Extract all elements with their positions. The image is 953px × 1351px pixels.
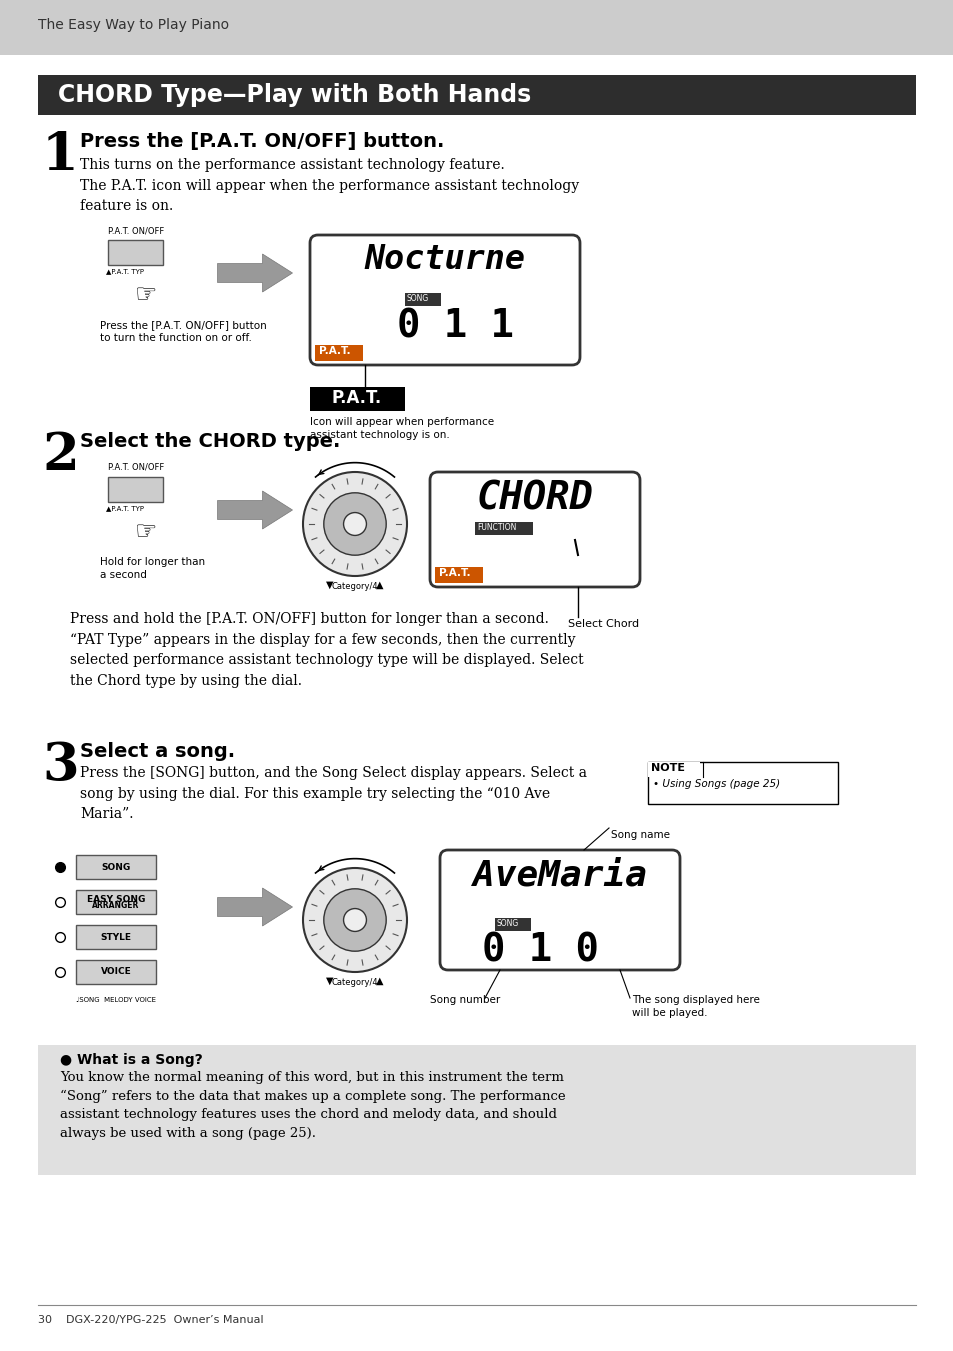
Text: Category/4: Category/4 [332,978,378,988]
Text: Select the CHORD type.: Select the CHORD type. [80,432,340,451]
Text: Select Chord: Select Chord [567,619,639,630]
Bar [435,567,482,584]
Text: ● What is a Song?: ● What is a Song? [60,1052,203,1067]
Text: Song name: Song name [610,830,669,840]
Text: VOICE: VOICE [100,967,132,977]
Bar [647,762,837,804]
Text: P.A.T. ON/OFF: P.A.T. ON/OFF [108,226,164,235]
Text: Song number: Song number [430,994,499,1005]
Bar [76,925,156,948]
Text: P.A.T.: P.A.T. [332,389,382,407]
Text: ▼: ▼ [326,975,334,986]
Polygon shape [217,490,293,530]
Circle shape [343,512,366,535]
Bar [38,1046,915,1175]
Text: P.A.T. ON/OFF: P.A.T. ON/OFF [108,463,164,471]
Text: NOTE: NOTE [650,763,684,773]
Text: Press the [P.A.T. ON/OFF] button.: Press the [P.A.T. ON/OFF] button. [80,132,444,151]
Text: 0 1 0: 0 1 0 [481,932,598,970]
Text: FUNCTION: FUNCTION [476,523,516,532]
Bar [76,890,156,915]
Bar [405,293,440,305]
Text: ▲P.A.T. TYP: ▲P.A.T. TYP [106,505,144,511]
Bar [76,961,156,984]
Text: AveMaria: AveMaria [473,858,646,892]
Text: Hold for longer than
a second: Hold for longer than a second [100,557,205,580]
Text: ☞: ☞ [134,520,157,544]
Text: SONG: SONG [101,862,131,871]
Text: ARRANGER: ARRANGER [92,901,139,911]
Text: P.A.T.: P.A.T. [438,567,470,578]
FancyBboxPatch shape [430,471,639,586]
Bar [108,477,163,503]
Text: Category/4: Category/4 [332,582,378,590]
Text: The Easy Way to Play Piano: The Easy Way to Play Piano [38,18,229,32]
FancyBboxPatch shape [439,850,679,970]
Text: You know the normal meaning of this word, but in this instrument the term
“Song”: You know the normal meaning of this word… [60,1071,565,1140]
Bar [495,917,531,931]
Text: This turns on the performance assistant technology feature.
The P.A.T. icon will: This turns on the performance assistant … [80,158,578,213]
Text: 0 1 1: 0 1 1 [396,307,513,345]
Circle shape [343,909,366,931]
Bar [475,521,533,535]
FancyBboxPatch shape [310,235,579,365]
Text: EASY SONG: EASY SONG [87,896,145,905]
Text: • Using Songs (page 25): • Using Songs (page 25) [652,780,780,789]
Text: Press and hold the [P.A.T. ON/OFF] button for longer than a second.
“PAT Type” a: Press and hold the [P.A.T. ON/OFF] butto… [70,612,583,688]
Bar [314,345,363,361]
Text: Select a song.: Select a song. [80,742,234,761]
Text: ▲: ▲ [375,580,383,590]
Bar [647,762,700,777]
Text: The song displayed here
will be played.: The song displayed here will be played. [631,994,760,1019]
Text: CHORD: CHORD [476,480,593,517]
Circle shape [303,471,407,576]
Text: 1: 1 [42,130,79,181]
Text: Press the [P.A.T. ON/OFF] button
to turn the function on or off.: Press the [P.A.T. ON/OFF] button to turn… [100,320,267,343]
Text: ▲: ▲ [375,975,383,986]
Text: P.A.T.: P.A.T. [318,346,351,357]
Text: Nocturne: Nocturne [364,243,525,276]
Polygon shape [217,254,293,292]
Text: 30    DGX-220/YPG-225  Owner’s Manual: 30 DGX-220/YPG-225 Owner’s Manual [38,1315,263,1325]
Circle shape [303,867,407,971]
Text: 3: 3 [42,740,78,790]
Text: ▼: ▼ [326,580,334,590]
Text: SONG: SONG [497,919,518,928]
Text: 2: 2 [42,430,79,481]
Bar [38,76,915,115]
Bar [76,855,156,880]
Circle shape [323,889,386,951]
Circle shape [323,493,386,555]
Bar [0,0,953,55]
Bar [108,240,163,265]
Text: ☞: ☞ [134,282,157,307]
Text: CHORD Type—Play with Both Hands: CHORD Type—Play with Both Hands [58,82,531,107]
Text: Press the [SONG] button, and the Song Select display appears. Select a
song by u: Press the [SONG] button, and the Song Se… [80,766,586,821]
Text: SONG: SONG [407,295,429,303]
Text: ♩SONG  MELODY VOICE: ♩SONG MELODY VOICE [76,997,156,1002]
Bar [310,386,405,411]
Text: ▲P.A.T. TYP: ▲P.A.T. TYP [106,267,144,274]
Text: STYLE: STYLE [100,932,132,942]
Polygon shape [217,888,293,925]
Text: Icon will appear when performance
assistant technology is on.: Icon will appear when performance assist… [310,417,494,440]
